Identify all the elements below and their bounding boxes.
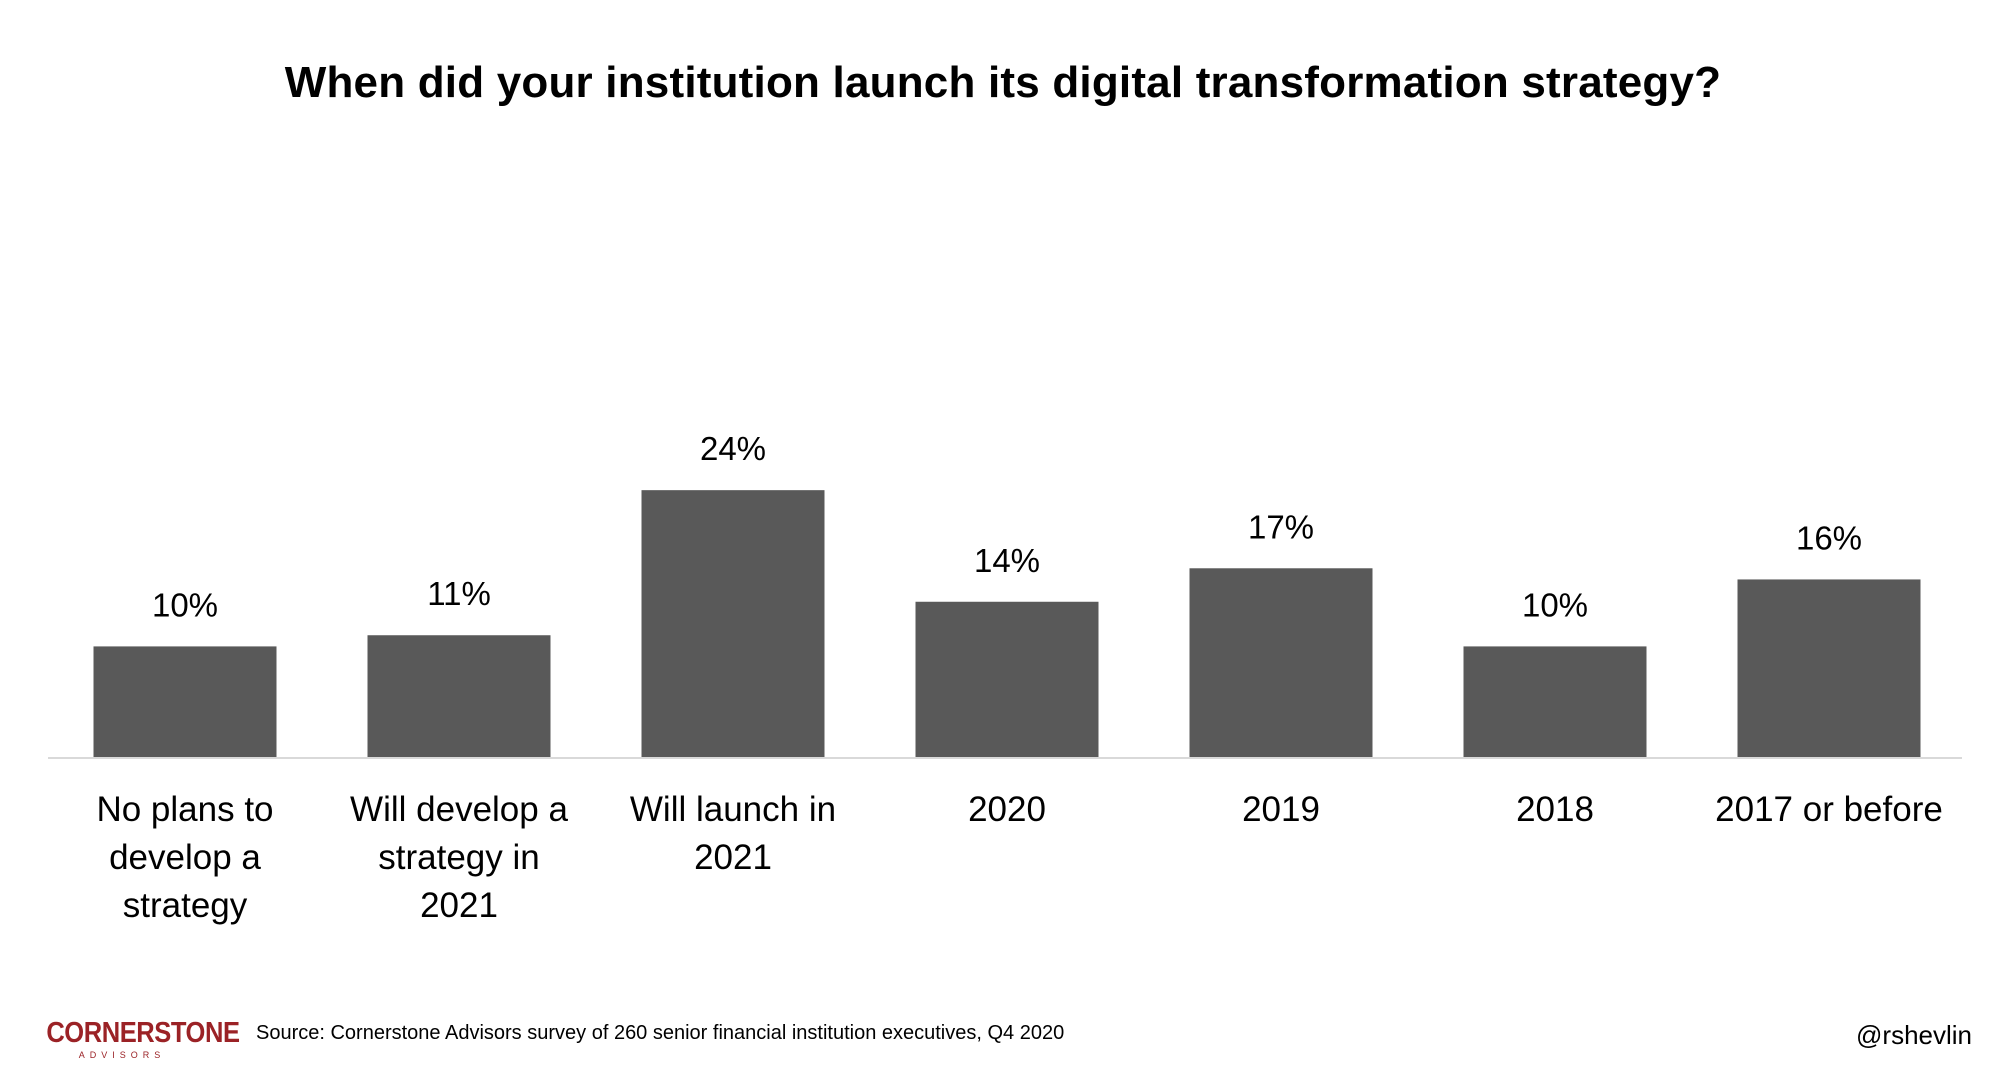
logo-subtitle: ADVISORS <box>78 1050 166 1060</box>
category-label-7: 2017 or before <box>1715 790 1943 829</box>
bar-2 <box>367 635 551 758</box>
category-label-3: Will launch in 2021 <box>629 790 837 877</box>
data-label-6: 10% <box>1522 586 1588 623</box>
category-label-1: No plans to develop a strategy <box>96 790 274 925</box>
data-label-4: 14% <box>974 542 1040 579</box>
bar-6 <box>1463 646 1647 758</box>
data-label-1: 10% <box>152 586 218 623</box>
category-label-4: 2020 <box>968 790 1046 829</box>
source-note: Source: Cornerstone Advisors survey of 2… <box>256 1022 1065 1044</box>
category-label-5: 2019 <box>1242 790 1320 829</box>
category-label-6: 2018 <box>1516 790 1594 829</box>
chart-title: When did your institution launch its dig… <box>284 58 1722 107</box>
data-label-7: 16% <box>1796 519 1862 556</box>
bar-4 <box>915 601 1099 758</box>
category-label-2: Will develop a strategy in 2021 <box>350 790 568 925</box>
data-label-2: 11% <box>427 575 491 612</box>
data-label-5: 17% <box>1248 508 1314 545</box>
bar-1 <box>93 646 277 758</box>
bar-3 <box>641 490 825 758</box>
value-labels-layer: 10% 11% 24% 14% 17% 10% 16% <box>152 430 1862 623</box>
logo-wordmark: CORNERSTONE <box>46 1017 240 1049</box>
bars-layer <box>93 490 1921 758</box>
cornerstone-logo: CORNERSTONE ADVISORS <box>36 1017 240 1061</box>
data-label-3: 24% <box>700 430 766 467</box>
bar-5 <box>1189 568 1373 758</box>
author-handle: @rshevlin <box>1856 1020 1972 1050</box>
bar-7 <box>1737 579 1921 758</box>
